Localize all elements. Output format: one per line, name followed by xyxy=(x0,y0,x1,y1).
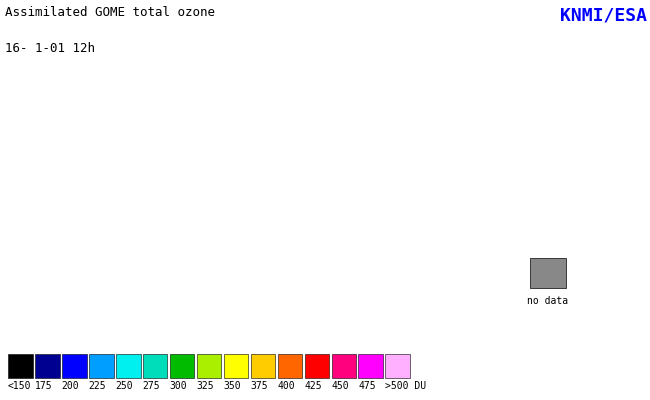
Bar xyxy=(88,354,114,378)
Bar xyxy=(359,354,383,378)
Bar xyxy=(530,258,566,288)
Bar xyxy=(304,354,330,378)
Bar xyxy=(35,354,60,378)
Bar xyxy=(143,354,168,378)
Text: 325: 325 xyxy=(197,381,214,391)
Text: 300: 300 xyxy=(170,381,187,391)
Text: 250: 250 xyxy=(116,381,133,391)
Bar xyxy=(170,354,194,378)
Bar xyxy=(278,354,302,378)
Text: 425: 425 xyxy=(304,381,322,391)
Text: <150: <150 xyxy=(8,381,31,391)
Bar xyxy=(62,354,86,378)
Text: 16- 1-01 12h: 16- 1-01 12h xyxy=(5,42,95,55)
Bar xyxy=(251,354,276,378)
Text: no data: no data xyxy=(527,296,568,306)
Bar xyxy=(116,354,140,378)
Text: KNMI/ESA: KNMI/ESA xyxy=(560,6,647,24)
Text: 225: 225 xyxy=(88,381,107,391)
Text: 175: 175 xyxy=(35,381,53,391)
Text: 400: 400 xyxy=(278,381,295,391)
Text: 350: 350 xyxy=(224,381,241,391)
Text: 375: 375 xyxy=(251,381,268,391)
Text: 200: 200 xyxy=(62,381,79,391)
Text: >500 DU: >500 DU xyxy=(385,381,426,391)
Text: Assimilated GOME total ozone: Assimilated GOME total ozone xyxy=(5,6,215,19)
Bar xyxy=(197,354,222,378)
Text: 275: 275 xyxy=(143,381,161,391)
Bar xyxy=(224,354,248,378)
Bar xyxy=(332,354,356,378)
Text: 475: 475 xyxy=(359,381,376,391)
Bar xyxy=(8,354,32,378)
Bar xyxy=(385,354,410,378)
Text: 450: 450 xyxy=(332,381,349,391)
